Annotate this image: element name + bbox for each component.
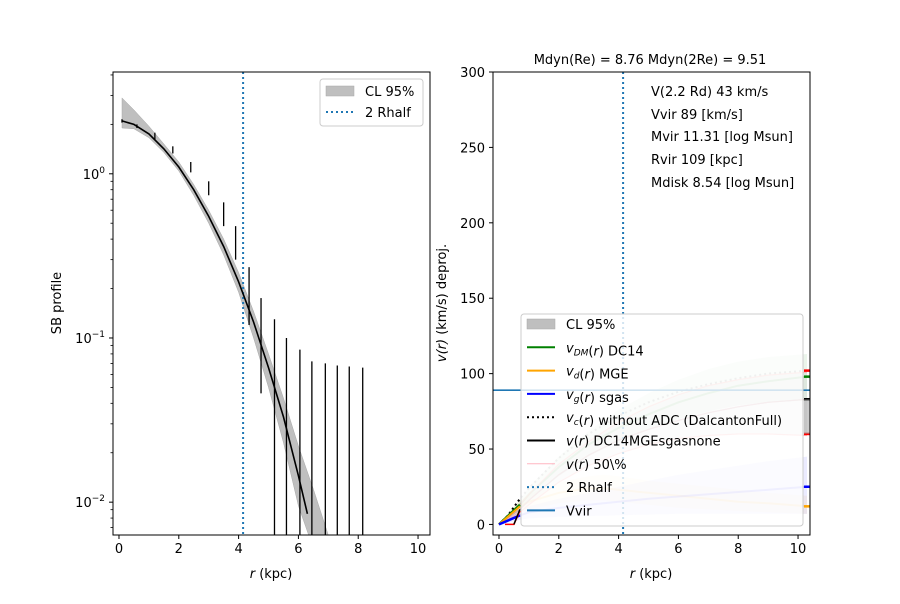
right-x-label-var: r [630, 567, 637, 582]
annotation-mdisk: Mdisk 8.54 [log Msun] [651, 176, 794, 191]
annotation-mvir: Mvir 11.31 [log Msun] [651, 130, 793, 145]
right-legend-label: vd(r) MGE [566, 365, 629, 383]
left-legend-rhalf-label: 2 Rhalf [365, 106, 411, 121]
right-legend-label: v(r) 50\% [566, 458, 627, 473]
left-panel: 0 2 4 6 8 10 10−2 10−1 100 r (kpc) SB profile C… [50, 71, 431, 582]
left-x-tick-label: 0 [115, 542, 123, 557]
right-y-tick-label: 250 [460, 141, 485, 156]
right-annotations: V(2.2 Rd) 43 km/s Vvir 89 [km/s] Mvir 11… [651, 85, 794, 191]
left-legend: CL 95% 2 Rhalf [319, 78, 424, 127]
right-x-ticks: 0 2 4 6 8 10 [495, 535, 806, 557]
left-x-tick-label: 6 [294, 542, 302, 557]
right-edge-ci-marker [804, 399, 810, 434]
disk-origin-segment [498, 505, 521, 526]
left-x-ticks: 0 2 4 6 8 10 [115, 535, 426, 557]
right-x-label-unit: (kpc) [635, 567, 672, 582]
right-legend-label: 2 Rhalf [566, 481, 612, 496]
right-y-tick-label: 50 [468, 443, 485, 458]
right-legend-label: vg(r) sgas [566, 388, 629, 406]
right-title: Mdyn(Re) = 8.76 Mdyn(2Re) = 9.51 [534, 53, 767, 68]
left-y-tick-label: 10−1 [75, 330, 105, 347]
left-y-tick-label: 10−2 [75, 494, 105, 511]
right-y-label-unit: (km/s) deproj. [435, 244, 450, 339]
left-legend-ci-swatch [325, 85, 355, 97]
right-legend-label: CL 95% [566, 318, 615, 333]
right-y-ticks: 0 50 100 150 200 250 300 [460, 66, 493, 533]
annotation-rvir: Rvir 109 [kpc] [651, 153, 743, 168]
right-x-tick-label: 4 [614, 542, 622, 557]
right-x-axis-label: r (kpc) [630, 567, 673, 582]
vc-origin-segment [498, 498, 521, 526]
right-y-tick-label: 0 [477, 518, 485, 533]
left-x-label-unit: (kpc) [255, 567, 292, 582]
right-y-tick-label: 300 [460, 66, 485, 81]
annotation-vvir: Vvir 89 [km/s] [651, 108, 743, 123]
right-y-tick-label: 100 [460, 368, 485, 383]
right-x-tick-label: 2 [555, 542, 563, 557]
total-origin-segment [513, 509, 521, 525]
left-x-tick-label: 2 [175, 542, 183, 557]
right-y-tick-label: 150 [460, 292, 485, 307]
left-x-tick-label: 4 [234, 542, 242, 557]
right-legend: CL 95% vDM(r) DC14 vd(r) MGE vg(r) sgas vc(r… [520, 313, 804, 527]
right-legend-label: vDM(r) DC14 [566, 341, 644, 359]
right-x-tick-label: 10 [790, 542, 807, 557]
right-x-tick-label: 0 [495, 542, 503, 557]
left-y-ticks: 10−2 10−1 100 [75, 74, 113, 528]
right-y-tick-label: 200 [460, 217, 485, 232]
right-legend-label: Vvir [566, 504, 592, 519]
left-ci-band [121, 97, 329, 535]
right-legend-box [520, 313, 804, 527]
right-axes-frame [492, 71, 811, 536]
right-x-tick-label: 6 [674, 542, 682, 557]
right-legend-label: v(r) DC14MGEsgasnone [566, 435, 721, 450]
right-y-label-var: v(r) [435, 339, 450, 362]
left-legend-ci-label: CL 95% [365, 85, 414, 100]
annotation-v22rd: V(2.2 Rd) 43 km/s [651, 85, 769, 100]
left-x-tick-label: 10 [410, 542, 427, 557]
left-plot-area [121, 72, 364, 535]
left-x-axis-label: r (kpc) [250, 567, 293, 582]
left-x-label-var: r [250, 567, 257, 582]
right-panel: 0 2 4 6 8 10 0 50 100 150 200 250 300 Mdyn(Re) = 8.… [435, 53, 811, 582]
left-y-axis-label: SB profile [50, 272, 65, 334]
left-y-tick-label: 100 [83, 166, 106, 183]
left-x-tick-label: 8 [354, 542, 362, 557]
right-legend-label: vc(r) without ADC (DalcantonFull) [566, 411, 782, 429]
left-model-curve [121, 120, 309, 514]
left-axes-frame [112, 71, 431, 536]
right-legend-swatch [526, 318, 556, 330]
right-x-tick-label: 8 [734, 542, 742, 557]
right-y-axis-label: v(r) (km/s) deproj. [435, 244, 450, 362]
